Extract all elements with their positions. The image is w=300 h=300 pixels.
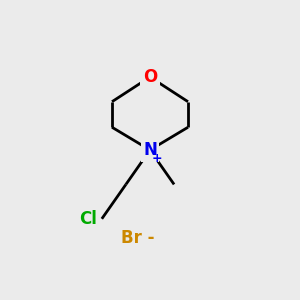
Text: Br -: Br - bbox=[121, 229, 155, 247]
Text: O: O bbox=[143, 68, 157, 86]
Text: Cl: Cl bbox=[79, 210, 97, 228]
Text: +: + bbox=[152, 152, 162, 166]
Text: N: N bbox=[143, 141, 157, 159]
